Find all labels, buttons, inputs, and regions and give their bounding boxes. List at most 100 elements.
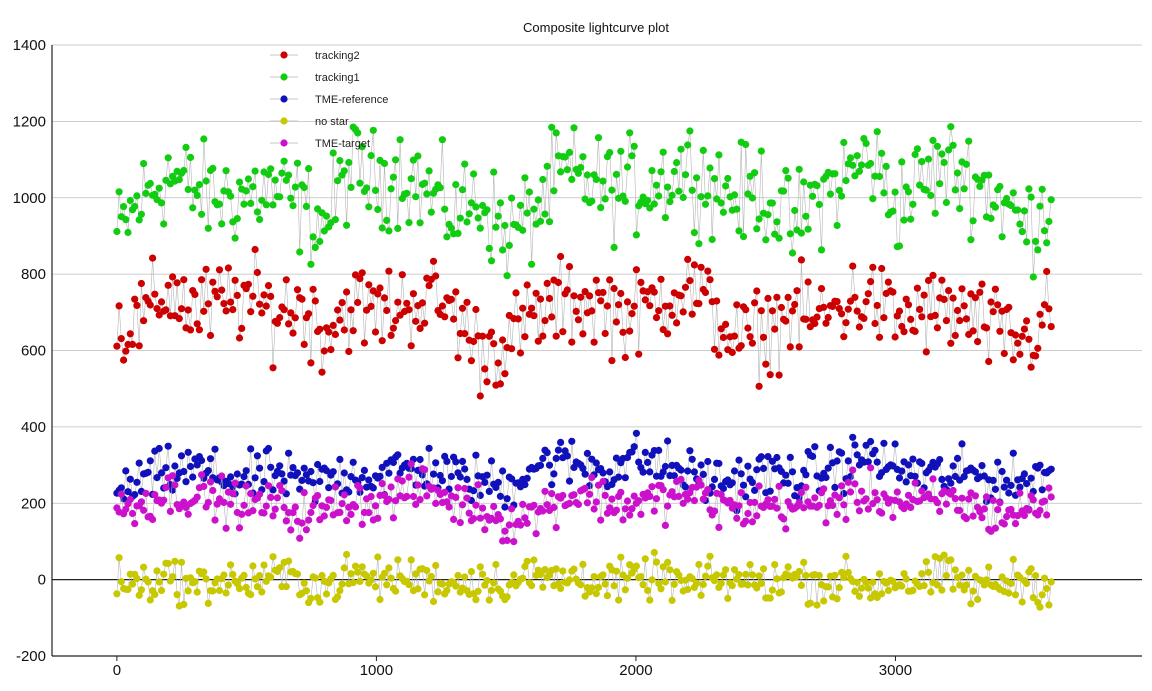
data-point: [1045, 484, 1053, 492]
data-point: [233, 215, 241, 223]
data-point: [931, 311, 939, 319]
data-point: [360, 339, 368, 347]
data-point: [608, 186, 616, 194]
data-point: [374, 290, 382, 298]
data-point: [862, 139, 870, 147]
data-point: [447, 295, 455, 303]
data-point: [329, 468, 337, 476]
data-point: [157, 199, 166, 207]
data-point: [256, 215, 264, 224]
data-point: [256, 572, 264, 580]
data-point: [182, 143, 190, 151]
data-point: [936, 180, 944, 188]
data-point: [345, 347, 353, 356]
data-point: [581, 470, 589, 478]
data-point: [1020, 207, 1028, 215]
data-point: [280, 306, 288, 314]
data-point: [697, 263, 705, 271]
data-point: [681, 483, 690, 491]
y-tick-label: 1400: [13, 37, 46, 54]
data-point: [802, 212, 810, 220]
data-point: [603, 592, 612, 600]
data-point: [632, 231, 641, 239]
data-point: [621, 197, 629, 205]
data-point: [193, 461, 201, 469]
data-point: [958, 494, 966, 502]
data-point: [918, 570, 926, 578]
data-point: [699, 495, 707, 503]
data-point: [269, 201, 277, 209]
data-point: [722, 320, 730, 328]
data-point: [287, 526, 295, 534]
data-point: [536, 295, 545, 303]
data-point: [293, 469, 302, 477]
data-point: [811, 443, 819, 451]
data-point: [472, 596, 480, 604]
data-point: [461, 330, 469, 338]
y-tick-label: 1000: [13, 190, 46, 207]
data-point: [855, 167, 864, 175]
data-point: [962, 515, 971, 523]
data-point: [652, 314, 661, 322]
legend-item-tme-reference: TME-reference: [270, 94, 388, 106]
data-point: [343, 517, 351, 525]
data-point: [447, 472, 455, 481]
data-point: [962, 315, 971, 323]
data-point: [322, 212, 331, 220]
data-point: [842, 552, 850, 561]
data-point: [458, 501, 467, 509]
data-point: [884, 278, 893, 286]
data-point: [900, 216, 908, 224]
data-point: [240, 501, 248, 509]
data-point: [155, 184, 163, 192]
data-point: [690, 229, 699, 237]
data-point: [728, 479, 736, 487]
data-point: [688, 310, 696, 318]
data-point: [581, 484, 589, 492]
data-point: [1007, 481, 1015, 489]
data-point: [878, 509, 886, 517]
data-point: [561, 153, 569, 161]
legend-label: TME-target: [315, 138, 370, 150]
data-point: [412, 500, 420, 508]
data-point: [601, 491, 609, 499]
data-point: [945, 287, 953, 295]
data-point: [982, 576, 991, 584]
data-point: [938, 475, 946, 483]
data-point: [677, 475, 685, 483]
data-point: [496, 380, 504, 388]
data-point: [300, 340, 308, 348]
data-point: [753, 225, 761, 233]
data-point: [664, 502, 672, 510]
data-point: [913, 145, 922, 153]
data-point: [530, 205, 538, 213]
data-point: [644, 196, 652, 204]
data-point: [474, 214, 482, 222]
data-point: [128, 509, 137, 518]
data-point: [378, 480, 386, 488]
data-point: [1000, 483, 1008, 491]
data-point: [367, 152, 375, 160]
data-point: [619, 328, 627, 336]
data-point: [909, 455, 917, 463]
data-point: [840, 333, 848, 341]
data-point: [387, 185, 395, 193]
data-point: [695, 560, 703, 569]
data-point: [713, 297, 721, 305]
data-point: [273, 494, 281, 502]
data-point: [933, 324, 942, 332]
data-point: [599, 571, 607, 579]
data-point: [291, 183, 299, 191]
data-point: [735, 227, 743, 235]
data-point: [615, 596, 623, 604]
data-point: [782, 525, 790, 533]
data-point: [579, 330, 587, 338]
data-point: [599, 469, 607, 477]
data-point: [552, 129, 560, 137]
data-point: [867, 159, 875, 168]
data-point: [423, 190, 431, 198]
data-point: [508, 345, 516, 353]
data-point: [354, 129, 362, 137]
data-point: [608, 495, 616, 503]
data-point: [621, 505, 629, 513]
